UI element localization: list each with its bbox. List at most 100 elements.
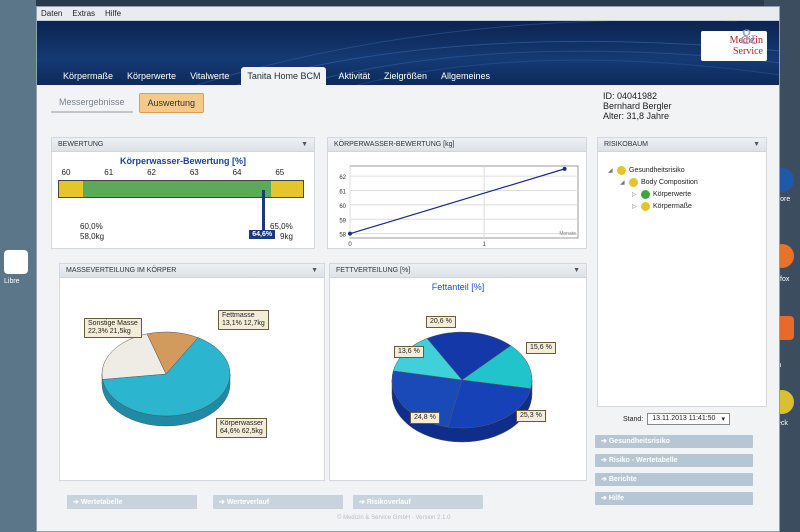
panel-header: KÖRPERWASSER-BEWERTUNG [kg] [328, 138, 586, 152]
scale-tick-label: 60 [61, 168, 71, 177]
button-label: Wertetabelle [80, 499, 123, 506]
collapse-icon[interactable]: ▼ [573, 267, 580, 274]
nav-label: Gesundheitsrisiko [608, 438, 670, 445]
collapse-icon[interactable]: ▼ [753, 141, 760, 148]
expand-icon[interactable]: ◢ [608, 168, 613, 174]
masse-panel: MASSEVERTEILUNG IM KÖRPER ▼ Sonstige Mas… [59, 263, 325, 481]
button-label: Risikoverlauf [366, 499, 411, 506]
high-range-pct: 65,0% [270, 222, 293, 231]
desktop-label: orpore [770, 196, 791, 203]
wertetabelle-button[interactable]: ➔ Wertetabelle [67, 495, 197, 509]
pie-slice-fettmasse [146, 331, 199, 375]
panel-header: MASSEVERTEILUNG IM KÖRPER ▼ [60, 264, 324, 278]
tree-item-koerpermasse[interactable]: ▷ Körpermaße [632, 202, 692, 211]
pie-slice-fett-3 [447, 379, 532, 429]
x-unit-label: Monate [559, 231, 576, 237]
callout-line: Fettmasse [222, 312, 255, 319]
stand-label: Stand: [623, 415, 644, 423]
patient-id: ID: 04041982 [603, 91, 658, 101]
plot-area [349, 165, 579, 239]
tree-label: Gesundheitsrisiko [629, 167, 685, 174]
callout-line: Sonstige Masse [88, 320, 138, 327]
scale-normal-zone [83, 181, 272, 197]
panel-title: KÖRPERWASSER-BEWERTUNG [kg] [334, 141, 455, 148]
sub-tabs: Messergebnisse Auswertung [51, 93, 205, 113]
low-range-pct: 60,0% [80, 222, 103, 231]
fett-slice-label: 25,3 % [516, 410, 546, 422]
tree-label: Körpermaße [653, 203, 692, 210]
nav-label: Risiko - Wertetabelle [608, 457, 678, 464]
nav-berichte[interactable]: ➔ Berichte [595, 473, 753, 486]
x-tick-label: 1 [482, 242, 486, 248]
high-range-kg: 9kg [280, 232, 293, 241]
patient-age: Alter: 31,8 Jahre [603, 111, 670, 121]
patient-info: ID: 04041982 Bernhard Bergler Alter: 31,… [603, 91, 672, 121]
kw-line-panel: KÖRPERWASSER-BEWERTUNG [kg] 62 61 60 59 58 0 1… [327, 137, 587, 249]
risikobaum-panel: RISIKOBAUM ▼ ◢ Gesundheitsrisiko ◢ Body Co… [597, 137, 767, 407]
tree-item-gesundheitsrisiko[interactable]: ◢ Gesundheitsrisiko [608, 166, 685, 175]
panel-title: MASSEVERTEILUNG IM KÖRPER [66, 267, 177, 274]
menu-extras[interactable]: Extras [72, 9, 96, 18]
current-value-marker [262, 190, 266, 230]
callout-line: 64,6% 62,5kg [220, 428, 263, 435]
panel-header: FETTVERTEILUNG [%] ▼ [330, 264, 586, 278]
status-dot-icon [641, 190, 650, 199]
stand-row: Stand: 13.11.2013 11:41:50 ▾ [623, 413, 730, 425]
y-tick-label: 62 [339, 175, 346, 181]
menu-daten[interactable]: Daten [41, 9, 63, 18]
stand-value: 13.11.2013 11:41:50 [652, 415, 716, 422]
header-banner: & Medizin Service Körpermaße Körperwerte… [37, 21, 779, 85]
tab-koerpermasse[interactable]: Körpermaße [63, 71, 114, 81]
kw-line-chart: 62 61 60 59 580 1 Monate [339, 165, 579, 248]
fett-pie-chart [391, 331, 533, 443]
tree-item-body-composition[interactable]: ◢ Body Composition [620, 178, 698, 187]
subtab-auswertung[interactable]: Auswertung [138, 93, 205, 113]
callout-line: 22,3% 21,5kg [88, 328, 131, 335]
tree-label: Körperwerte [653, 191, 692, 198]
libreoffice-desktop-icon[interactable] [4, 250, 28, 274]
collapse-icon[interactable]: ▼ [301, 141, 308, 148]
collapse-icon[interactable]: ▼ [311, 267, 318, 274]
scale-tick-label: 62 [147, 168, 156, 177]
subtab-messergebnisse[interactable]: Messergebnisse [51, 93, 133, 113]
stand-select[interactable]: 13.11.2013 11:41:50 ▾ [647, 413, 730, 425]
expand-icon[interactable]: ◢ [620, 180, 625, 186]
series-line [349, 168, 565, 235]
fett-slice-label: 13,6 % [394, 346, 424, 358]
y-tick-label: 59 [339, 218, 346, 224]
desktop-label: Libre [4, 278, 20, 285]
nav-gesundheitsrisiko[interactable]: ➔ Gesundheitsrisiko [595, 435, 753, 448]
scale-tick-label: 65 [275, 168, 285, 177]
callout-line: 13,1% 12,7kg [222, 320, 265, 327]
wasser-callout: Körperwasser 64,6% 62,5kg [216, 418, 268, 438]
fett-slice-label: 20,6 % [426, 316, 456, 328]
tab-koerperwerte[interactable]: Körperwerte [127, 71, 177, 81]
status-dot-icon [641, 202, 650, 211]
werteverlauf-button[interactable]: ➔ Werteverlauf [213, 495, 343, 509]
status-dot-icon [617, 166, 626, 175]
chart-title: Fettanteil [%] [431, 282, 485, 292]
patient-name: Bernhard Bergler [603, 101, 672, 111]
tab-vitalwerte[interactable]: Vitalwerte [190, 71, 230, 81]
scale-tick-label: 64 [232, 168, 242, 177]
nav-risiko-wertetabelle[interactable]: ➔ Risiko - Wertetabelle [595, 454, 753, 467]
risikoverlauf-button[interactable]: ➔ Risikoverlauf [353, 495, 483, 509]
y-tick-label: 58 [339, 233, 346, 239]
expand-icon[interactable]: ▷ [632, 192, 637, 198]
expand-icon[interactable]: ▷ [632, 204, 637, 210]
nav-hilfe[interactable]: ➔ Hilfe [595, 492, 753, 505]
low-range-kg: 58,0kg [80, 232, 105, 241]
tab-tanita-home-bcm[interactable]: Tanita Home BCM [241, 67, 327, 85]
pie-slice-fett-4 [391, 370, 463, 428]
main-tabs: Körpermaße Körperwerte Vitalwerte Tanita… [61, 67, 492, 85]
tab-allgemeines[interactable]: Allgemeines [441, 71, 491, 81]
footer-text: © Medizin & Service GmbH · Version 2.1.0 [337, 515, 451, 521]
tree-item-koerperwerte[interactable]: ▷ Körperwerte [632, 190, 691, 199]
pie-slice-fett-2 [461, 345, 533, 389]
fett-panel: FETTVERTEILUNG [%] ▼ Fettanteil [%] 20,6… [329, 263, 587, 481]
tab-zielgroessen[interactable]: Zielgrößen [383, 71, 427, 81]
scale-high-zone [271, 181, 303, 197]
tab-aktivitaet[interactable]: Aktivität [338, 71, 370, 81]
menu-hilfe[interactable]: Hilfe [105, 9, 122, 18]
water-scale-bar [58, 180, 304, 198]
